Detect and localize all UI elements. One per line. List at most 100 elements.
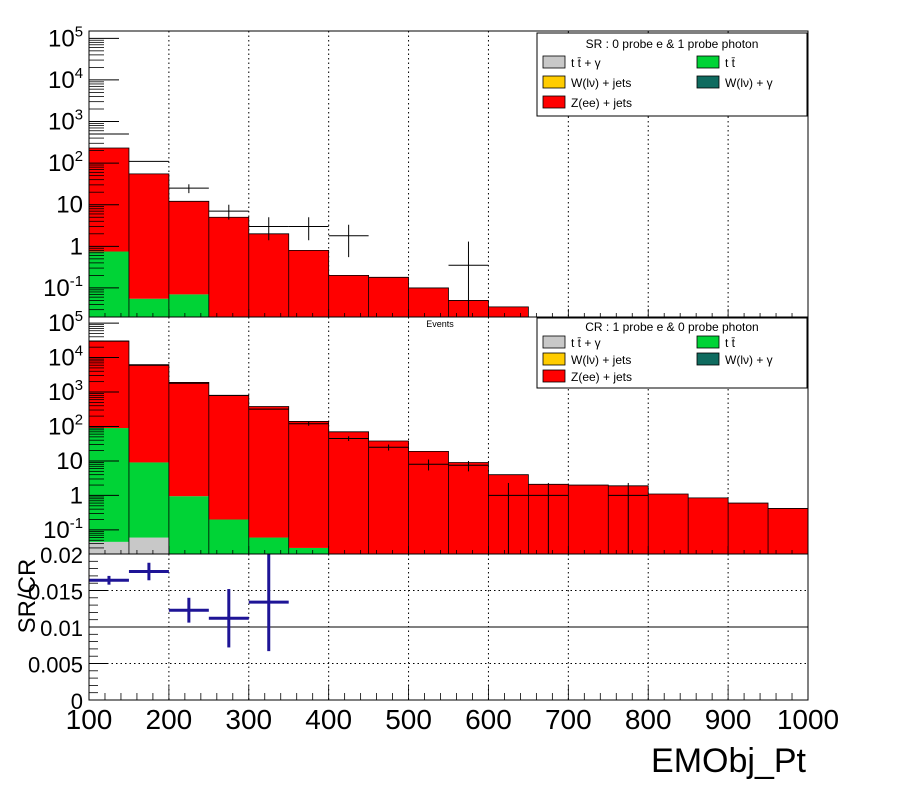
top-bar-zjets xyxy=(168,201,209,295)
bottom-x-ticks: 100 200 300 400 500 600 700 800 900 1000 xyxy=(66,686,839,735)
top-legend-box xyxy=(536,32,808,117)
bottom-x-tick-label: 200 xyxy=(146,704,193,735)
middle-x-ticks xyxy=(88,546,809,554)
middle-legend-label: W(lν) + γ xyxy=(725,353,773,367)
middle-bar-zjets xyxy=(208,395,249,520)
bottom-x-tick-label: 400 xyxy=(305,704,352,735)
top-legend-swatch xyxy=(542,95,566,109)
bottom-y-tick-label: 0.01 xyxy=(40,616,83,641)
bottom-x-tick-label: 900 xyxy=(705,704,752,735)
middle-bar-zjets xyxy=(728,503,769,554)
top-bar-zjets xyxy=(128,173,169,299)
bottom-y-tick-label: 0.015 xyxy=(28,580,83,605)
middle-bar-ttbar xyxy=(288,547,329,554)
bottom-x-tick-label: 300 xyxy=(225,704,272,735)
middle-bar-zjets xyxy=(568,485,609,554)
middle-y-ticks: 10-1 1 10 102 103 104 105 xyxy=(43,309,119,555)
top-y-tick-label: 102 xyxy=(48,149,83,177)
bottom-y-ticks: 0 0.005 0.01 0.015 0.02 xyxy=(28,543,107,714)
middle-legend-swatch xyxy=(696,335,720,349)
middle-bar-ttbar xyxy=(168,496,209,554)
middle-bar-zjets xyxy=(288,421,329,548)
bottom-x-tick-label: 500 xyxy=(385,704,432,735)
top-bar-zjets xyxy=(248,233,289,317)
middle-data-points xyxy=(89,340,649,554)
middle-legend-title: CR : 1 probe e & 0 probe photon xyxy=(585,320,758,334)
top-legend-swatch xyxy=(696,75,720,89)
top-legend-swatch xyxy=(696,55,720,69)
middle-panel: 10-1 1 10 102 103 104 105 Events CR : 1 probe … xyxy=(43,309,809,555)
middle-bar-zjets xyxy=(448,462,489,554)
middle-y-tick-label: 1 xyxy=(70,482,83,509)
middle-y-tick-label: 102 xyxy=(48,412,83,440)
middle-bar-zjets xyxy=(768,508,808,554)
middle-y-tick-label: 104 xyxy=(48,344,83,372)
middle-y-tick-label: 105 xyxy=(48,309,83,337)
middle-bar-ttbar xyxy=(248,537,289,554)
bottom-x-tick-label: 100 xyxy=(66,704,113,735)
top-legend-swatch xyxy=(542,55,566,69)
middle-legend-label: W(lν) + jets xyxy=(571,353,631,367)
top-bar-zjets xyxy=(328,275,369,317)
top-y-tick-label: 1 xyxy=(70,233,83,260)
top-bar-ttbar xyxy=(168,294,209,317)
top-legend-label: t t̄ xyxy=(725,56,736,70)
middle-legend: CR : 1 probe e & 0 probe photon t t̄ + γ… xyxy=(536,317,808,389)
middle-legend-box xyxy=(536,317,808,389)
top-bar-zjets xyxy=(408,287,449,317)
top-bar-ttbar xyxy=(89,251,129,317)
top-bar-zjets xyxy=(288,250,329,317)
bottom-y-tick-label: 0.005 xyxy=(28,653,83,678)
top-legend-title: SR : 0 probe e & 1 probe photon xyxy=(586,37,759,51)
top-legend: SR : 0 probe e & 1 probe photon t t̄ + γ… xyxy=(536,32,808,117)
middle-bar-zjets xyxy=(89,341,129,429)
top-bar-zjets xyxy=(488,306,529,317)
top-y-tick-label: 104 xyxy=(48,66,83,94)
top-legend-swatch xyxy=(542,75,566,89)
bottom-x-tick-label: 1000 xyxy=(777,704,839,735)
top-legend-label: t t̄ + γ xyxy=(571,56,601,70)
middle-legend-label: t t̄ xyxy=(725,336,736,350)
middle-legend-swatch xyxy=(542,335,566,349)
top-bar-zjets xyxy=(368,277,409,317)
y-axis-label: SR/CR xyxy=(14,559,41,634)
top-bar-zjets xyxy=(208,217,249,317)
middle-bar-ttgamma xyxy=(89,541,129,554)
bottom-x-tick-label: 600 xyxy=(465,704,512,735)
top-legend-label: Z(ee) + jets xyxy=(571,96,632,110)
bottom-x-tick-label: 700 xyxy=(545,704,592,735)
bottom-y-tick-label: 0.02 xyxy=(40,543,83,568)
top-y-tick-label: 10 xyxy=(56,192,83,219)
bottom-frame xyxy=(88,553,809,701)
middle-annotation: Events xyxy=(426,319,454,329)
middle-y-tick-label: 10 xyxy=(56,448,83,475)
top-panel: 10-1 1 10 102 103 104 105 SR : 0 probe e & 1 p… xyxy=(43,24,809,318)
middle-legend-swatch xyxy=(542,352,566,366)
top-legend-label: W(lν) + γ xyxy=(725,76,773,90)
middle-y-tick-label: 10-1 xyxy=(43,516,83,544)
middle-bar-zjets xyxy=(328,431,369,554)
top-y-ticks: 10-1 1 10 102 103 104 105 xyxy=(43,24,119,318)
middle-bar-zjets xyxy=(688,497,729,554)
middle-legend-label: Z(ee) + jets xyxy=(571,370,632,384)
middle-bar-zjets xyxy=(248,406,289,538)
middle-bar-zjets xyxy=(128,364,169,463)
top-bar-ttbar xyxy=(128,298,169,317)
bottom-y-tick-label: 0 xyxy=(71,689,83,714)
middle-bar-zjets xyxy=(168,382,209,497)
top-y-tick-label: 103 xyxy=(48,108,83,136)
x-axis-label: EMObj_Pt xyxy=(651,742,806,780)
middle-bar-zjets xyxy=(648,494,689,554)
middle-legend-swatch xyxy=(542,369,566,383)
middle-bar-ttgamma xyxy=(128,537,169,554)
bottom-x-tick-label: 800 xyxy=(625,704,672,735)
top-legend-label: W(lν) + jets xyxy=(571,76,631,90)
ratio-points xyxy=(89,554,289,652)
middle-bar-zjets xyxy=(368,440,409,554)
bottom-panel: 0 0.005 0.01 0.015 0.02 100 200 300 400 500 600 70… xyxy=(14,543,839,780)
bottom-grid xyxy=(89,554,808,700)
top-y-tick-label: 105 xyxy=(48,24,83,52)
middle-bar-ttbar xyxy=(208,519,249,554)
middle-y-tick-label: 103 xyxy=(48,378,83,406)
middle-bar-ttbar xyxy=(128,462,169,538)
